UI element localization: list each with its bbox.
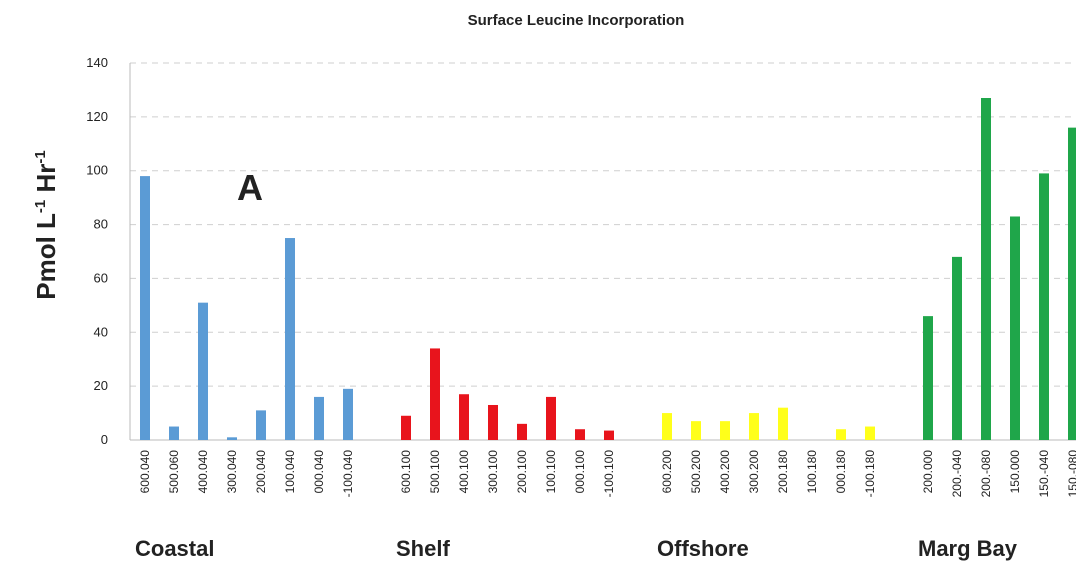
x-tick-label: 400.100 bbox=[457, 450, 471, 494]
bar bbox=[720, 421, 730, 440]
y-label-part: Hr bbox=[31, 164, 61, 200]
x-tick-label: -100.180 bbox=[863, 450, 877, 498]
bar bbox=[865, 426, 875, 440]
x-tick-label: 200.000 bbox=[921, 450, 935, 494]
y-tick-label: 60 bbox=[94, 270, 108, 285]
x-tick-label: 000.040 bbox=[312, 450, 326, 494]
bar bbox=[952, 256, 962, 440]
bar bbox=[1068, 127, 1076, 440]
y-label-part: Pmol L bbox=[31, 213, 61, 300]
group-label: Marg Bay bbox=[918, 536, 1018, 561]
y-label-sup: -1 bbox=[32, 200, 49, 213]
bar bbox=[227, 437, 237, 440]
x-tick-label: 500.100 bbox=[428, 450, 442, 494]
x-tick-label: 300.040 bbox=[225, 450, 239, 494]
y-tick-label: 40 bbox=[94, 324, 108, 339]
bar bbox=[604, 430, 614, 440]
x-tick-label: 400.040 bbox=[196, 450, 210, 494]
x-tick-label: 200.180 bbox=[776, 450, 790, 494]
y-tick-label: 0 bbox=[101, 432, 108, 447]
bar bbox=[488, 404, 498, 440]
x-tick-label: 500.060 bbox=[167, 450, 181, 494]
bar bbox=[662, 413, 672, 440]
group-label: Coastal bbox=[135, 536, 214, 561]
bar bbox=[169, 426, 179, 440]
x-tick-label: 100.100 bbox=[544, 450, 558, 494]
bar bbox=[256, 410, 266, 440]
y-tick-label: 140 bbox=[86, 55, 108, 70]
x-tick-label: 500.200 bbox=[689, 450, 703, 494]
chart-title: Surface Leucine Incorporation bbox=[468, 12, 685, 29]
bar bbox=[778, 407, 788, 440]
x-tick-label: 150.-080 bbox=[1066, 450, 1076, 498]
bar bbox=[981, 98, 991, 440]
y-tick-label: 20 bbox=[94, 378, 108, 393]
bar bbox=[749, 413, 759, 440]
x-tick-label: -100.100 bbox=[602, 450, 616, 498]
bar bbox=[836, 429, 846, 440]
bar bbox=[691, 421, 701, 440]
x-tick-label: 600.040 bbox=[138, 450, 152, 494]
x-tick-label: 300.100 bbox=[486, 450, 500, 494]
bar bbox=[401, 415, 411, 440]
x-tick-label: 150.-040 bbox=[1037, 450, 1051, 498]
annotation: A bbox=[237, 167, 263, 208]
x-tick-label: 200.-080 bbox=[979, 450, 993, 498]
y-tick-label: 80 bbox=[94, 217, 108, 232]
x-tick-label: 000.180 bbox=[834, 450, 848, 494]
x-tick-label: 100.180 bbox=[805, 450, 819, 494]
bar bbox=[343, 388, 353, 440]
bar bbox=[575, 429, 585, 440]
y-label-sup: -1 bbox=[32, 150, 49, 163]
bar bbox=[198, 302, 208, 440]
bar bbox=[923, 316, 933, 440]
bar bbox=[314, 396, 324, 440]
x-tick-label: 200.040 bbox=[254, 450, 268, 494]
x-tick-label: 200.-040 bbox=[950, 450, 964, 498]
x-tick-label: 200.100 bbox=[515, 450, 529, 494]
bar bbox=[517, 423, 527, 440]
bar bbox=[546, 396, 556, 440]
group-label: Offshore bbox=[657, 536, 749, 561]
x-tick-label: 100.040 bbox=[283, 450, 297, 494]
y-tick-label: 120 bbox=[86, 109, 108, 124]
x-tick-label: -100.040 bbox=[341, 450, 355, 498]
y-tick-label: 100 bbox=[86, 163, 108, 178]
bar bbox=[1010, 216, 1020, 440]
bar bbox=[430, 348, 440, 440]
bar bbox=[285, 238, 295, 440]
group-label: Shelf bbox=[396, 536, 450, 561]
y-axis-label: Pmol L-1 Hr-1 bbox=[31, 150, 61, 299]
x-tick-label: 000.100 bbox=[573, 450, 587, 494]
x-tick-label: 300.200 bbox=[747, 450, 761, 494]
x-tick-label: 150.000 bbox=[1008, 450, 1022, 494]
x-tick-label: 600.200 bbox=[660, 450, 674, 494]
x-tick-label: 400.200 bbox=[718, 450, 732, 494]
x-tick-label: 600.100 bbox=[399, 450, 413, 494]
bar bbox=[1039, 173, 1049, 440]
bar bbox=[140, 176, 150, 440]
bar bbox=[459, 394, 469, 440]
